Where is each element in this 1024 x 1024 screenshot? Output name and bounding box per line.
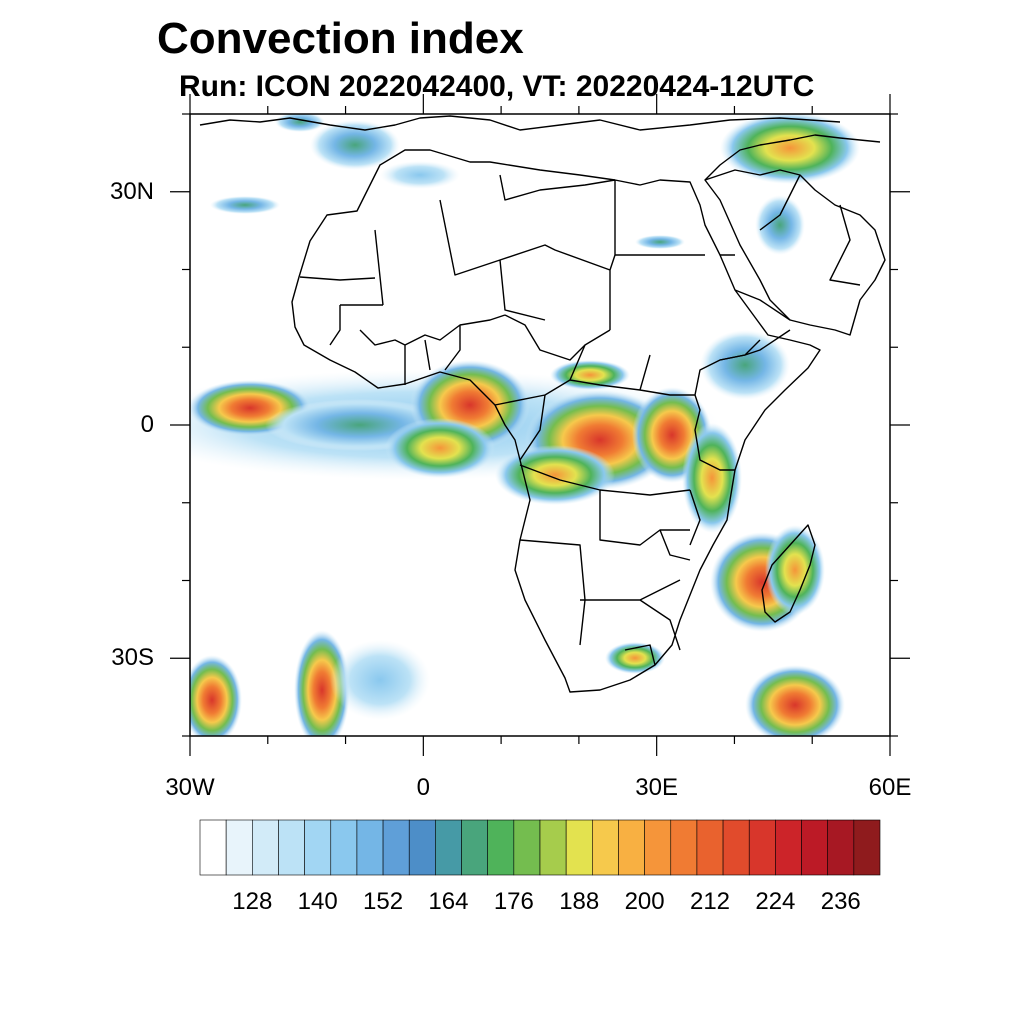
colorbar-box [775, 819, 802, 876]
maghreb-cluster [380, 161, 460, 189]
east-africa-cluster [682, 423, 742, 533]
colorbar [199, 819, 881, 876]
iberia-cluster [275, 114, 325, 132]
colorbar-box [225, 819, 253, 876]
axis-ticks [170, 94, 910, 756]
y-tick-label: 30S [111, 644, 154, 672]
chart-title: Convection index [157, 14, 524, 63]
colorbar-box [748, 819, 776, 876]
colorbar-label: 236 [820, 888, 861, 915]
central-africa-cluster [495, 445, 615, 505]
madagascar-east [765, 525, 825, 615]
x-tick-label: 30W [165, 774, 215, 801]
ethiopia-cluster [700, 330, 790, 400]
colorbar-label: 140 [297, 888, 338, 915]
colorbar-box [801, 819, 828, 876]
madagascar-outline [761, 524, 816, 623]
colorbar-box [199, 819, 227, 876]
colorbar-label: 212 [689, 888, 731, 915]
y-tick-label: 30N [109, 177, 154, 205]
colorbar-box [356, 819, 384, 876]
borders-east [719, 174, 861, 361]
southwest-indian-front [745, 665, 845, 736]
borders-west [299, 276, 506, 385]
europe-coast [199, 115, 841, 131]
x-tick-label: 30E [635, 774, 678, 801]
colorbar-box [278, 819, 305, 876]
colorbar-box [618, 819, 645, 876]
turkey-cluster [720, 114, 860, 184]
colorbar-box [487, 819, 515, 876]
chart-subtitle: Run: ICON 2022042400, VT: 20220424-12UTC [179, 70, 815, 103]
convection-field [190, 114, 860, 736]
colorbar-label: 224 [755, 888, 796, 915]
colorbar-box [513, 819, 541, 876]
colorbar-box [408, 819, 436, 876]
egypt-cluster [635, 235, 685, 249]
colorbar-box [539, 819, 567, 876]
borders-north [340, 174, 705, 361]
x-tick-label: 60E [868, 774, 912, 801]
colorbar-box [853, 819, 881, 876]
atlantic-north-cluster [210, 196, 280, 214]
colorbar-box [330, 819, 358, 876]
colorbar-box [592, 819, 619, 876]
colorbar-box [304, 819, 332, 876]
middle-east-cluster [755, 195, 805, 255]
arabia-outline [704, 169, 886, 336]
southwest-front [190, 655, 242, 736]
colorbar-box [461, 819, 488, 876]
colorbar-box [435, 819, 462, 876]
sahel-spots [550, 360, 630, 390]
gulf-guinea-cluster [385, 418, 495, 478]
colorbar-box [565, 819, 593, 876]
colorbar-label: 200 [624, 888, 665, 915]
coastlines-borders [199, 115, 886, 693]
y-tick-label: 0 [140, 411, 154, 438]
south-faint-arc [330, 640, 430, 720]
africa-coastline [291, 149, 821, 693]
colorbar-label: 188 [559, 888, 600, 915]
colorbar-label: 176 [493, 888, 534, 915]
colorbar-box [670, 819, 698, 876]
colorbar-box [644, 819, 672, 876]
colorbar-box [827, 819, 855, 876]
colorbar-label: 128 [232, 888, 273, 915]
colorbar-box [722, 819, 750, 876]
south-africa-cluster [605, 642, 665, 674]
colorbar-box [252, 819, 279, 876]
south-atlantic-front [294, 630, 350, 736]
mediterranean-cluster [310, 120, 400, 170]
x-tick-label: 0 [416, 774, 430, 801]
turkey-outline [704, 134, 881, 181]
colorbar-label: 152 [363, 888, 404, 915]
colorbar-label: 164 [428, 888, 469, 915]
colorbar-box [382, 819, 410, 876]
colorbar-box [696, 819, 724, 876]
